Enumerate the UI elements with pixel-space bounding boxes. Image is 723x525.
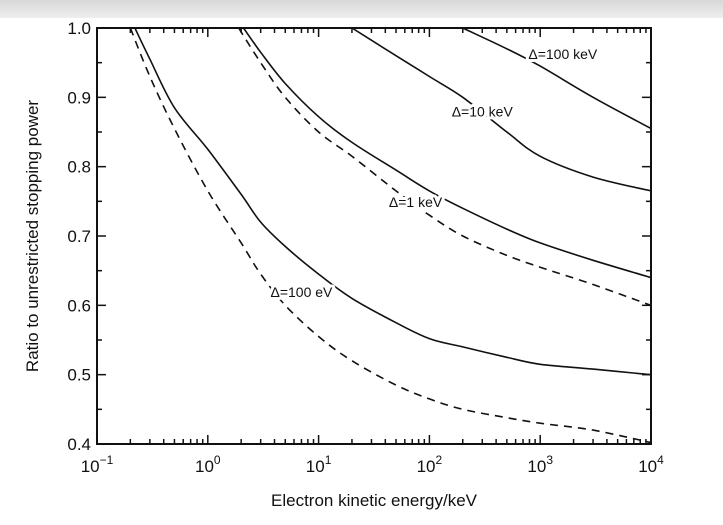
dashed-curve-2 xyxy=(129,28,651,444)
y-tick-label: 0.4 xyxy=(67,435,91,454)
x-axis-label: Electron kinetic energy/keV xyxy=(271,491,478,510)
x-tick-label: 100 xyxy=(195,453,221,476)
dashed-curve-4 xyxy=(238,28,651,307)
y-tick-label: 0.8 xyxy=(67,158,91,177)
x-tick-label: 102 xyxy=(417,453,443,476)
curve-annotation: Δ=100 eV xyxy=(270,284,333,300)
solid-curve-1 xyxy=(134,28,651,376)
y-tick-label: 1.0 xyxy=(67,19,91,38)
x-tick-label: 101 xyxy=(306,453,332,476)
solid-curve-5 xyxy=(351,28,651,192)
x-tick-label: 104 xyxy=(638,453,664,476)
y-tick-label: 0.7 xyxy=(67,227,91,246)
curve-annotation: Δ=100 keV xyxy=(528,46,598,62)
y-tick-label: 0.5 xyxy=(67,366,91,385)
x-tick-label: 103 xyxy=(527,453,553,476)
y-axis-label: Ratio to unrestricted stopping power xyxy=(23,100,42,372)
plot-frame xyxy=(96,27,652,445)
window-top-bar xyxy=(0,0,723,18)
y-tick-label: 0.9 xyxy=(67,88,91,107)
curve-annotation: Δ=10 keV xyxy=(452,104,514,120)
y-tick-label: 0.6 xyxy=(67,296,91,315)
solid-curve-3 xyxy=(242,28,651,279)
x-tick-label: 10−1 xyxy=(81,453,114,476)
curve-annotation: Δ=1 keV xyxy=(389,194,443,210)
solid-curve-6 xyxy=(462,28,651,130)
